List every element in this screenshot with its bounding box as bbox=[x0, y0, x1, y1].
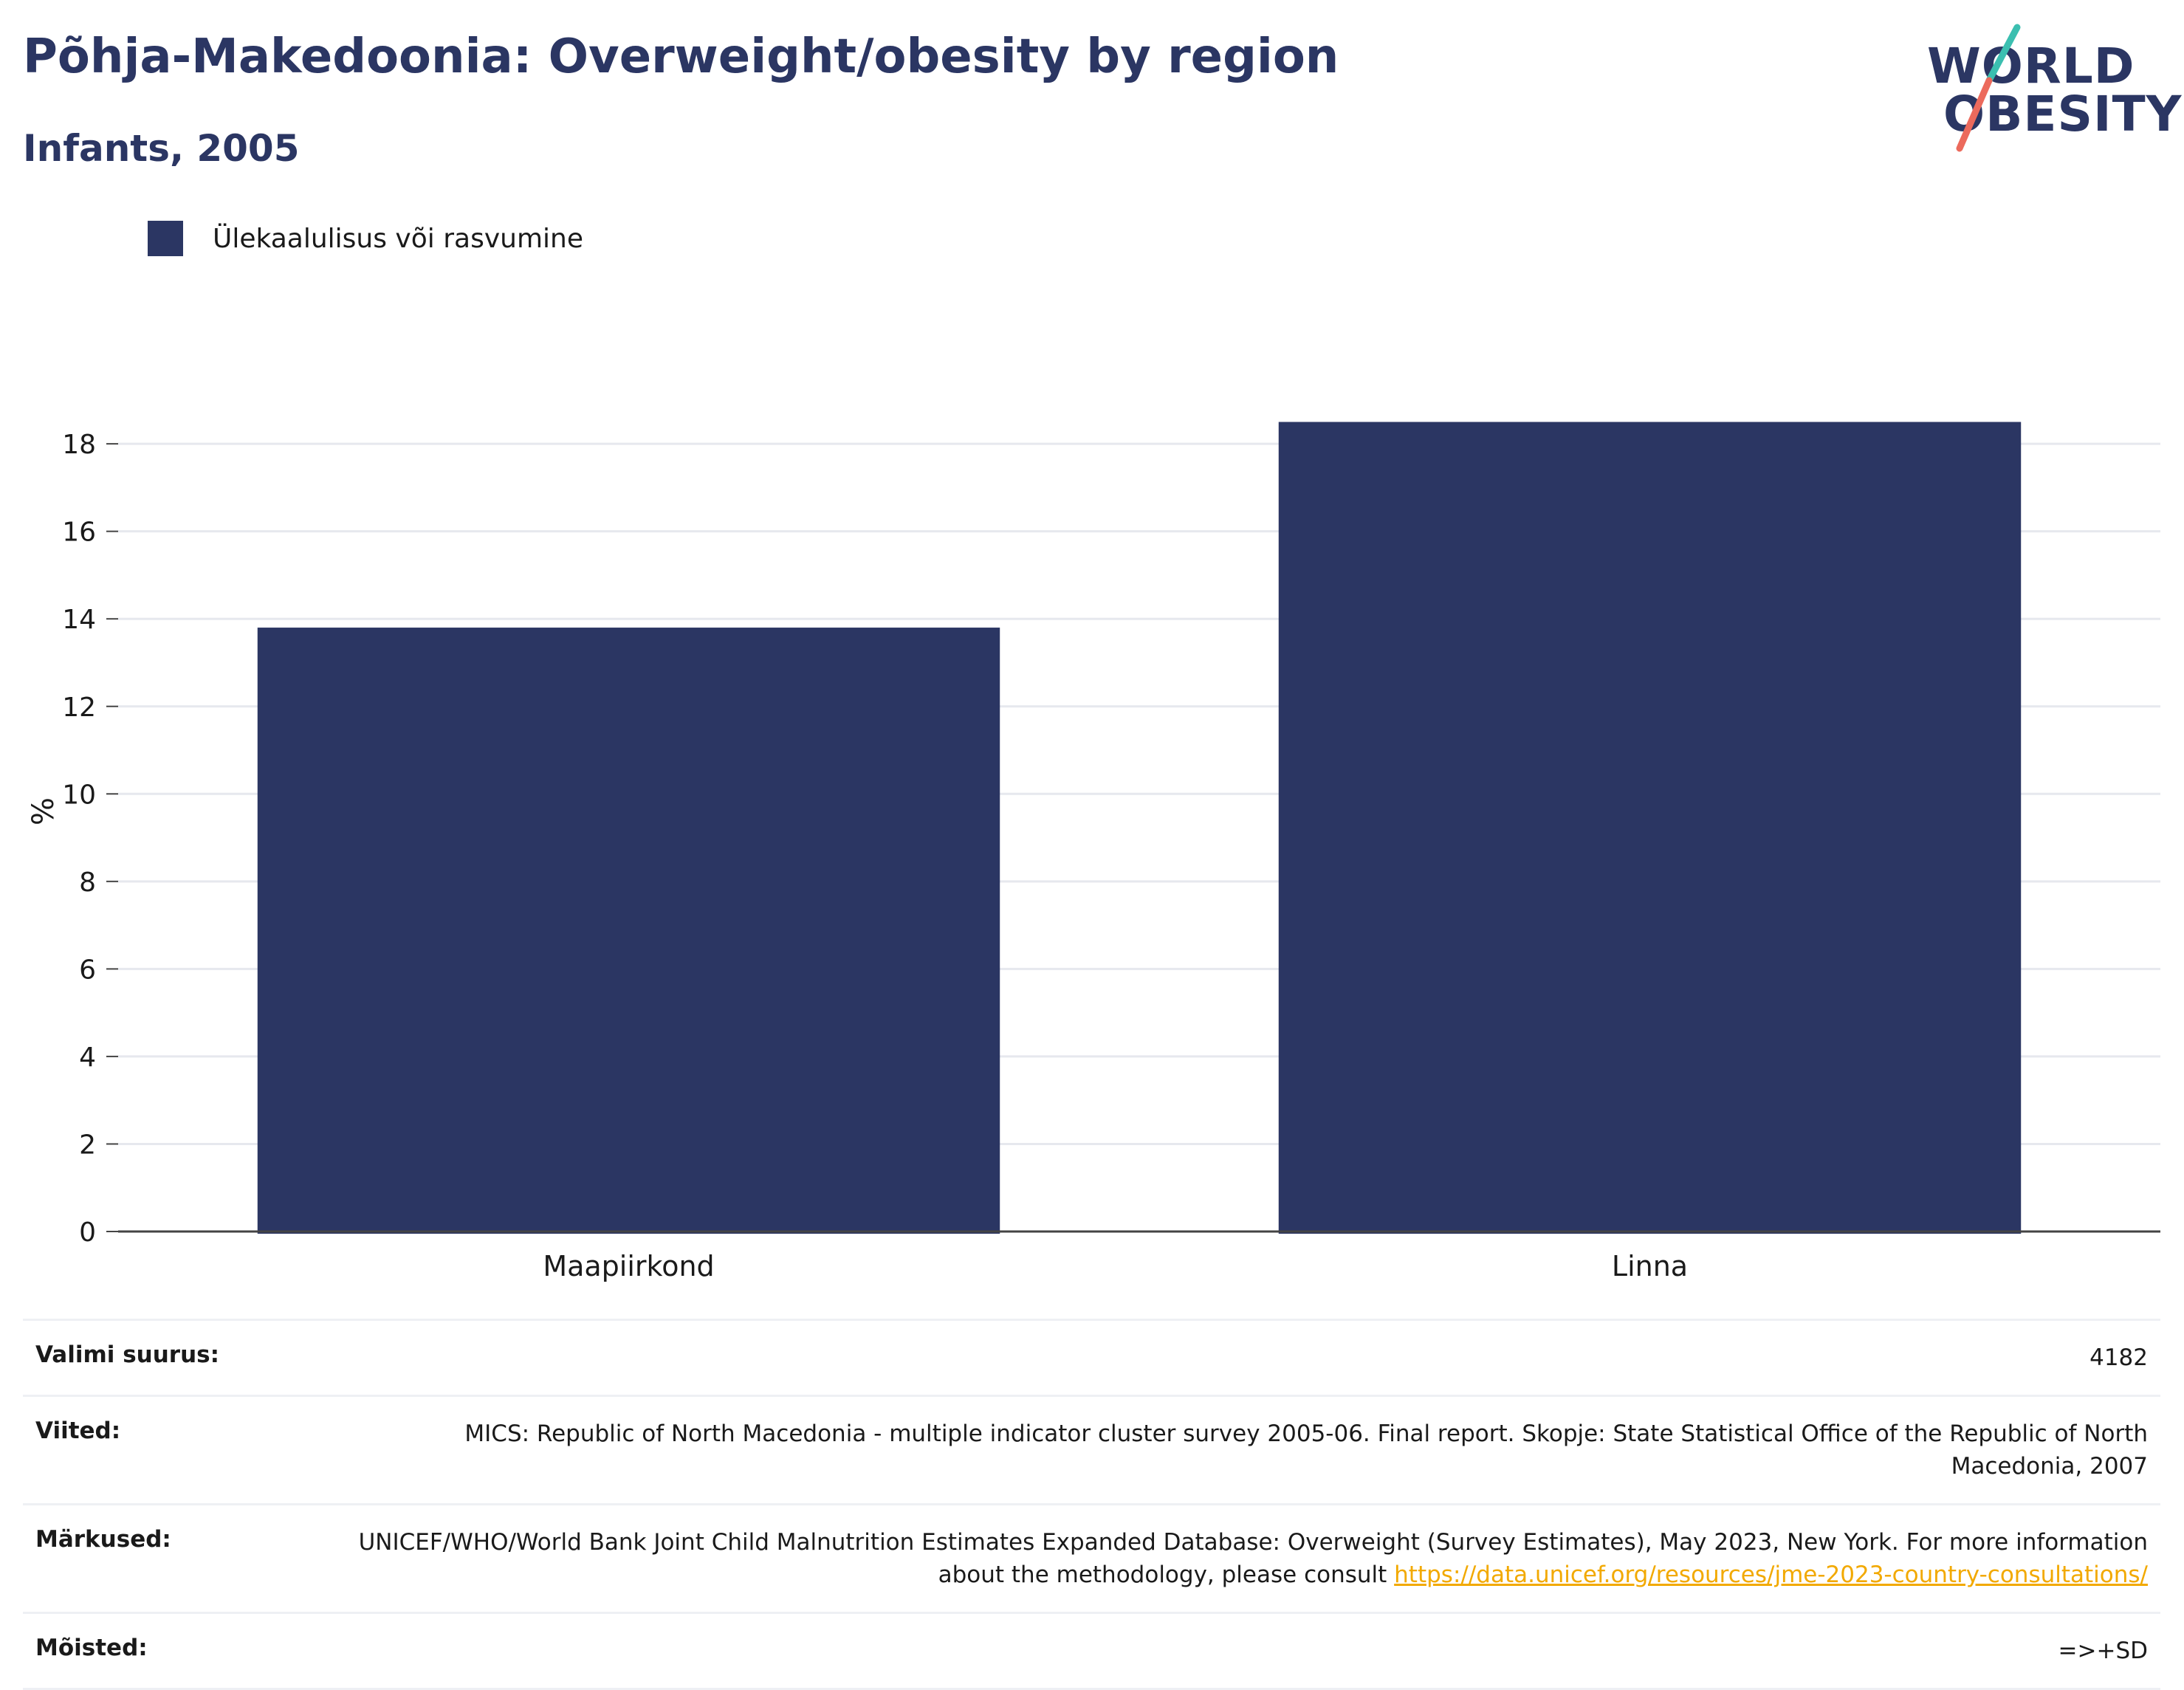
bar bbox=[257, 628, 1000, 1234]
page-title: Põhja-Makedoonia: Overweight/obesity by … bbox=[23, 30, 1339, 84]
info-key: Valimi suurus: bbox=[35, 1342, 219, 1368]
page-subtitle: Infants, 2005 bbox=[23, 127, 300, 170]
info-value: MICS: Republic of North Macedonia - mult… bbox=[464, 1421, 2148, 1480]
legend-swatch bbox=[148, 221, 183, 256]
notes-text: UNICEF/WHO/World Bank Joint Child Malnut… bbox=[358, 1529, 2148, 1588]
y-tick-label: 12 bbox=[62, 693, 96, 723]
bar bbox=[1278, 422, 2022, 1234]
y-tick-label: 2 bbox=[79, 1130, 96, 1160]
world-obesity-logo: OBESITY WORLD bbox=[1927, 18, 2181, 159]
y-tick-label: 8 bbox=[79, 868, 96, 898]
info-row-references: Viited: MICS: Republic of North Macedoni… bbox=[23, 1395, 2160, 1505]
info-key: Viited: bbox=[35, 1418, 121, 1444]
x-category-label: Maapiirkond bbox=[543, 1250, 714, 1282]
info-row-definitions: Mõisted: =>+SD bbox=[23, 1612, 2160, 1689]
info-value: UNICEF/WHO/World Bank Joint Child Malnut… bbox=[329, 1505, 2160, 1613]
bar-chart: 0 2 4 6 8 10 12 14 16 18 Maapiirkond Linna% bbox=[27, 422, 2160, 1282]
chart-legend: Ülekaalulisus või rasvumine bbox=[148, 220, 583, 257]
y-axis-title: % bbox=[27, 797, 61, 825]
logo-slash-mark bbox=[1956, 24, 2021, 152]
y-tick-label: 18 bbox=[62, 430, 96, 460]
y-tick-label: 10 bbox=[62, 780, 96, 810]
logo-text-world: WORLD bbox=[1927, 38, 2135, 95]
y-tick-label: 0 bbox=[79, 1217, 96, 1248]
y-tick-label: 6 bbox=[79, 955, 96, 985]
legend-label: Ülekaalulisus või rasvumine bbox=[213, 223, 583, 254]
info-table: Valimi suurus: 4182 Viited: MICS: Republ… bbox=[23, 1319, 2160, 1690]
y-tick-label: 14 bbox=[62, 605, 96, 635]
info-key: Märkused: bbox=[35, 1526, 171, 1553]
y-tick-label: 4 bbox=[79, 1042, 96, 1073]
methodology-link[interactable]: https://data.unicef.org/resources/jme-20… bbox=[1394, 1562, 2148, 1588]
y-tick-label: 16 bbox=[62, 518, 96, 548]
info-row-sample-size: Valimi suurus: 4182 bbox=[23, 1319, 2160, 1396]
info-value: =>+SD bbox=[2058, 1638, 2148, 1664]
info-value: 4182 bbox=[2089, 1344, 2148, 1371]
info-key: Mõisted: bbox=[35, 1635, 148, 1661]
x-category-label: Linna bbox=[1612, 1250, 1688, 1282]
info-row-notes: Märkused: UNICEF/WHO/World Bank Joint Ch… bbox=[23, 1504, 2160, 1613]
